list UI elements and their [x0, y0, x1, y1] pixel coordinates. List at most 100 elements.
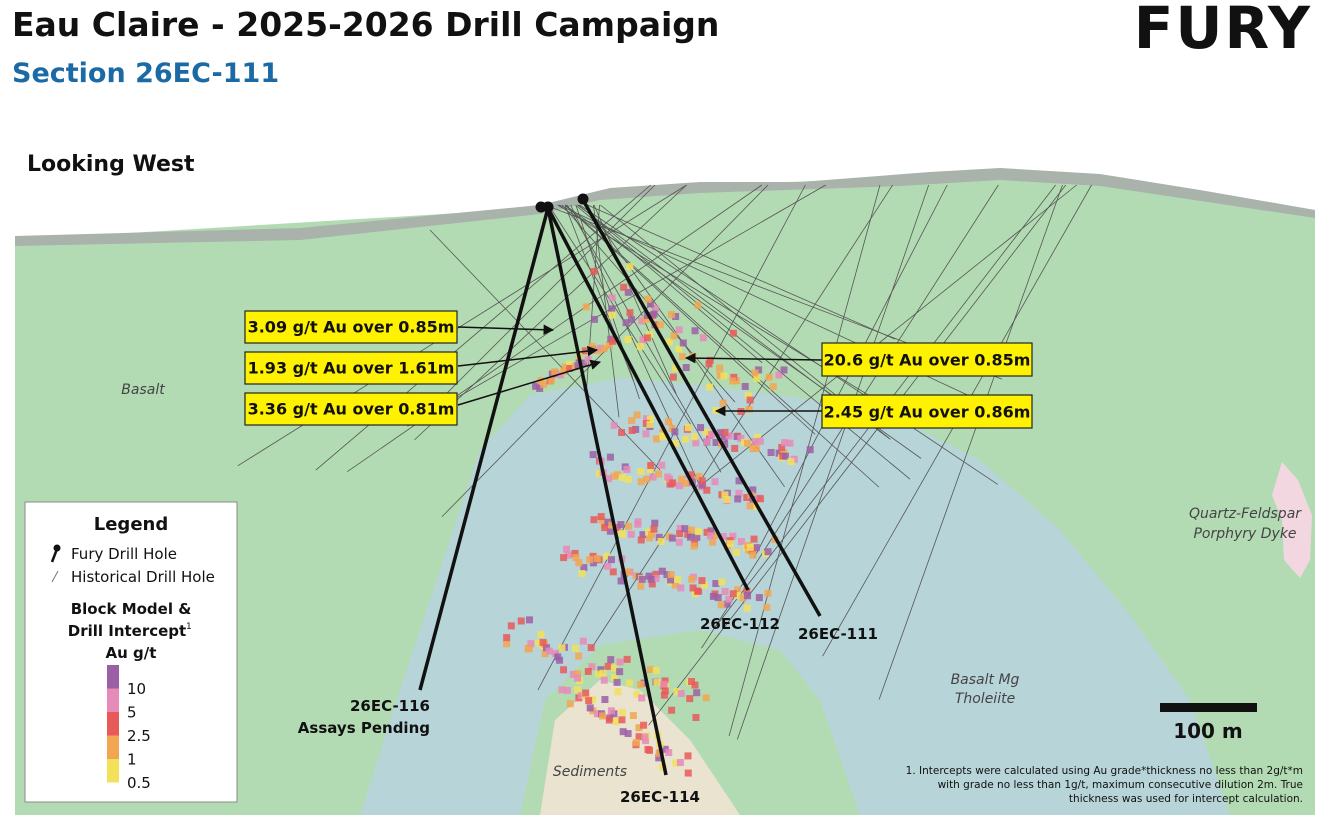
- block: [737, 538, 745, 546]
- block: [575, 652, 583, 660]
- block: [679, 339, 687, 347]
- block: [764, 589, 772, 597]
- block: [755, 594, 763, 602]
- historical-hole: [548, 204, 692, 426]
- block: [527, 640, 535, 648]
- block: [721, 587, 729, 595]
- block: [582, 303, 590, 311]
- block: [625, 522, 633, 530]
- block: [706, 383, 714, 391]
- block: [635, 724, 643, 732]
- block: [667, 311, 675, 319]
- block: [600, 345, 608, 353]
- block: [593, 710, 601, 718]
- block: [691, 681, 699, 689]
- block: [749, 551, 757, 559]
- ramp-label: 2.5: [127, 727, 151, 745]
- block: [806, 446, 814, 454]
- block: [574, 686, 582, 694]
- block: [703, 486, 711, 494]
- block: [676, 482, 684, 490]
- block: [780, 366, 788, 374]
- block: [756, 437, 764, 445]
- block: [599, 669, 607, 677]
- block: [778, 443, 786, 451]
- block: [503, 640, 511, 648]
- block: [700, 581, 708, 589]
- block: [623, 655, 631, 663]
- block: [589, 451, 597, 459]
- block: [558, 686, 566, 694]
- block: [586, 556, 594, 564]
- block: [629, 712, 637, 720]
- block: [647, 531, 655, 539]
- ramp-label: 1: [127, 751, 137, 769]
- block: [638, 575, 646, 583]
- block: [547, 376, 555, 384]
- block: [666, 475, 674, 483]
- ramp-swatch: [107, 735, 119, 759]
- block: [687, 471, 695, 479]
- block: [655, 749, 663, 757]
- block: [609, 568, 617, 576]
- rock-label: Quartz-Feldspar: [1189, 506, 1302, 522]
- block: [540, 380, 548, 388]
- block: [655, 754, 663, 762]
- block: [787, 458, 795, 466]
- block: [609, 337, 617, 345]
- block: [751, 438, 759, 446]
- block: [746, 396, 754, 404]
- rock-label: Porphyry Dyke: [1193, 526, 1296, 542]
- block: [692, 439, 700, 447]
- block: [781, 452, 789, 460]
- block: [688, 678, 696, 686]
- block: [526, 616, 534, 624]
- block: [590, 315, 598, 323]
- historical-hole: [414, 184, 687, 441]
- block: [688, 575, 696, 583]
- block: [579, 637, 587, 645]
- historical-hole: [648, 184, 1067, 726]
- block: [618, 530, 626, 538]
- block: [610, 472, 618, 480]
- block: [634, 520, 642, 528]
- block: [575, 559, 583, 567]
- block: [580, 564, 588, 572]
- block: [607, 556, 615, 564]
- block: [717, 601, 725, 609]
- block: [638, 694, 646, 702]
- callout: 20.6 g/t Au over 0.85m: [821, 342, 1033, 377]
- block: [719, 533, 727, 541]
- block: [605, 341, 613, 349]
- block: [614, 471, 622, 479]
- block: [667, 571, 675, 579]
- block: [650, 525, 658, 533]
- historical-hole: [575, 204, 640, 400]
- footnote: with grade no less than 1g/t, maximum co…: [938, 779, 1303, 791]
- block: [604, 475, 612, 483]
- block: [717, 429, 725, 437]
- block: [746, 502, 754, 510]
- block: [639, 336, 647, 344]
- block: [534, 639, 542, 647]
- block: [536, 384, 544, 392]
- hole-label: 26EC-111: [798, 625, 878, 643]
- historical-hole: [565, 204, 880, 488]
- block: [588, 343, 596, 351]
- block: [712, 580, 720, 588]
- block: [767, 448, 775, 456]
- block: [765, 373, 773, 381]
- block: [619, 728, 627, 736]
- legend: Legend Fury Drill Hole Historical Drill …: [24, 501, 238, 803]
- block: [642, 430, 650, 438]
- callout: 3.09 g/t Au over 0.85m: [244, 310, 458, 344]
- block: [689, 352, 697, 360]
- block: [669, 373, 677, 381]
- block: [637, 680, 645, 688]
- block: [595, 670, 603, 678]
- block: [574, 674, 582, 682]
- block: [750, 535, 758, 543]
- historical-hole: [728, 184, 881, 737]
- callout-text: 1.93 g/t Au over 1.61m: [248, 359, 455, 378]
- block: [716, 364, 724, 372]
